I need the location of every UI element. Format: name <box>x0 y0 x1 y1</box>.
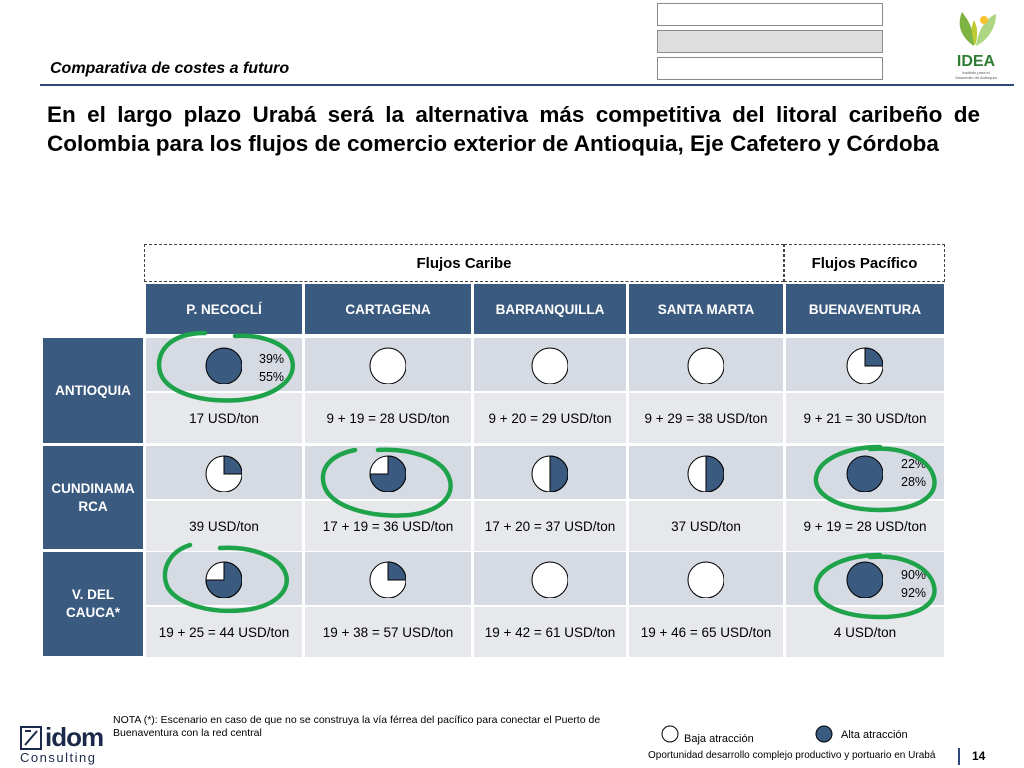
footer-divider <box>958 748 960 765</box>
pct-antioquia: 39% 55% <box>259 352 285 384</box>
attraction-pie-icon <box>687 347 724 384</box>
svg-text:IDEA: IDEA <box>957 53 996 70</box>
cost-value: 9 + 19 = 28 USD/ton <box>803 518 927 534</box>
top-box-3 <box>657 57 883 80</box>
cost-cell: 39 USD/ton <box>146 501 302 551</box>
row-header-label: V. DEL CAUCA* <box>66 587 120 620</box>
col-header-cartagena: CARTAGENA <box>305 284 471 334</box>
cost-cell: 9 + 29 = 38 USD/ton <box>629 393 783 443</box>
legend-high-icon <box>815 725 833 743</box>
row-header-label: CUNDINAMA RCA <box>51 480 135 514</box>
col-header-label: CARTAGENA <box>345 301 431 317</box>
group-flujos-caribe: Flujos Caribe <box>144 244 784 282</box>
cost-cell: 19 + 38 = 57 USD/ton <box>305 607 471 657</box>
cost-value: 9 + 29 = 38 USD/ton <box>644 410 768 426</box>
cost-value: 19 + 25 = 44 USD/ton <box>158 624 290 640</box>
cost-value: 39 USD/ton <box>189 518 259 534</box>
cost-cell: 17 + 20 = 37 USD/ton <box>474 501 626 551</box>
svg-text:Instituto para el: Instituto para el <box>962 70 989 75</box>
col-header-santa-marta: SANTA MARTA <box>629 284 783 334</box>
cost-cell: 37 USD/ton <box>629 501 783 551</box>
legend-low-icon <box>661 725 679 743</box>
cost-value: 9 + 19 = 28 USD/ton <box>326 410 450 426</box>
cost-value: 17 + 20 = 37 USD/ton <box>484 518 616 534</box>
highlight-cartagena-cundinamarca <box>320 447 453 518</box>
group-label: Flujos Caribe <box>416 254 512 272</box>
footnote: NOTA (*): Escenario en caso de que no se… <box>113 714 601 739</box>
cost-cell: 19 + 46 = 65 USD/ton <box>629 607 783 657</box>
col-header-label: P. NECOCLÍ <box>186 301 262 317</box>
idea-logo-mark: IDEA Instituto para el Desarrollo de Ant… <box>955 12 997 80</box>
col-header-label: SANTA MARTA <box>657 301 755 317</box>
cost-cell: 9 + 19 = 28 USD/ton <box>786 501 944 551</box>
col-header-barranquilla: BARRANQUILLA <box>474 284 626 334</box>
page-number: 14 <box>972 749 986 763</box>
top-box-1 <box>657 3 883 26</box>
cost-value: 19 + 38 = 57 USD/ton <box>322 624 454 640</box>
attraction-pie-icon <box>531 347 568 384</box>
section-title: Comparativa de costes a futuro <box>50 60 290 77</box>
headline: En el largo plazo Urabá será la alternat… <box>47 102 980 156</box>
idom-wordmark: idom <box>45 722 104 752</box>
highlight-necocli-antioquia <box>156 330 296 403</box>
col-header-necocli: P. NECOCLÍ <box>146 284 302 334</box>
row-header-cundinamarca: CUNDINAMA RCA <box>43 446 143 549</box>
group-flujos-pacifico: Flujos Pacífico <box>784 244 945 282</box>
attraction-pie-icon <box>531 561 568 598</box>
col-header-label: BUENAVENTURA <box>808 301 922 317</box>
header-rule <box>40 84 1014 86</box>
pct-valle-del-cauca: 90% 92% <box>901 568 927 600</box>
cost-value: 17 USD/ton <box>189 410 259 426</box>
svg-text:Desarrollo de Antioquia: Desarrollo de Antioquia <box>955 75 997 80</box>
footer-text: Oportunidad desarrollo complejo producti… <box>648 750 936 761</box>
cost-cell: 17 + 19 = 36 USD/ton <box>305 501 471 551</box>
cost-value: 9 + 20 = 29 USD/ton <box>488 410 612 426</box>
attraction-pie-icon <box>846 346 883 384</box>
cost-value: 19 + 46 = 65 USD/ton <box>640 624 772 640</box>
cost-cell: 9 + 20 = 29 USD/ton <box>474 393 626 443</box>
group-label: Flujos Pacífico <box>811 254 918 272</box>
cost-cell: 9 + 21 = 30 USD/ton <box>786 393 944 443</box>
attraction-pie-icon <box>846 561 883 598</box>
idea-logo: IDEA Instituto para el Desarrollo de Ant… <box>948 2 1004 84</box>
cost-cell: 19 + 25 = 44 USD/ton <box>146 607 302 657</box>
col-header-buenaventura: BUENAVENTURA <box>786 284 944 334</box>
cost-value: 9 + 21 = 30 USD/ton <box>803 410 927 426</box>
row-header-antioquia: ANTIOQUIA <box>43 338 143 443</box>
cost-value: 4 USD/ton <box>833 624 897 640</box>
highlight-buenaventura-valle <box>813 552 937 620</box>
row-header-valle-del-cauca: V. DEL CAUCA* <box>43 552 143 656</box>
attraction-pie-icon <box>205 560 242 598</box>
attraction-pie-icon <box>687 561 724 598</box>
legend-high-label: Alta atracción <box>841 729 908 741</box>
top-box-2 <box>657 30 883 53</box>
attraction-pie-icon <box>205 347 242 384</box>
idom-logo: idom Consulting <box>20 722 104 765</box>
highlight-necocli-valle <box>162 542 289 614</box>
cost-value: 37 USD/ton <box>671 518 741 534</box>
idom-logo-icon <box>20 725 42 750</box>
idom-subtitle: Consulting <box>20 750 97 765</box>
attraction-pie-icon <box>369 454 406 492</box>
cost-value: 17 + 19 = 36 USD/ton <box>322 518 454 534</box>
legend-low-label: Baja atracción <box>684 733 754 745</box>
cost-value: 19 + 42 = 61 USD/ton <box>484 624 616 640</box>
attraction-pie-icon <box>369 560 406 598</box>
attraction-pie-icon <box>369 347 406 384</box>
cost-cell: 9 + 19 = 28 USD/ton <box>305 393 471 443</box>
row-header-label: ANTIOQUIA <box>55 382 131 398</box>
attraction-pie-icon <box>531 454 568 492</box>
cost-cell: 19 + 42 = 61 USD/ton <box>474 607 626 657</box>
attraction-pie-icon <box>846 455 883 492</box>
attraction-pie-icon <box>687 454 724 492</box>
col-header-label: BARRANQUILLA <box>495 301 605 317</box>
highlight-buenaventura-cundinamarca <box>813 444 937 513</box>
attraction-pie-icon <box>205 454 242 492</box>
